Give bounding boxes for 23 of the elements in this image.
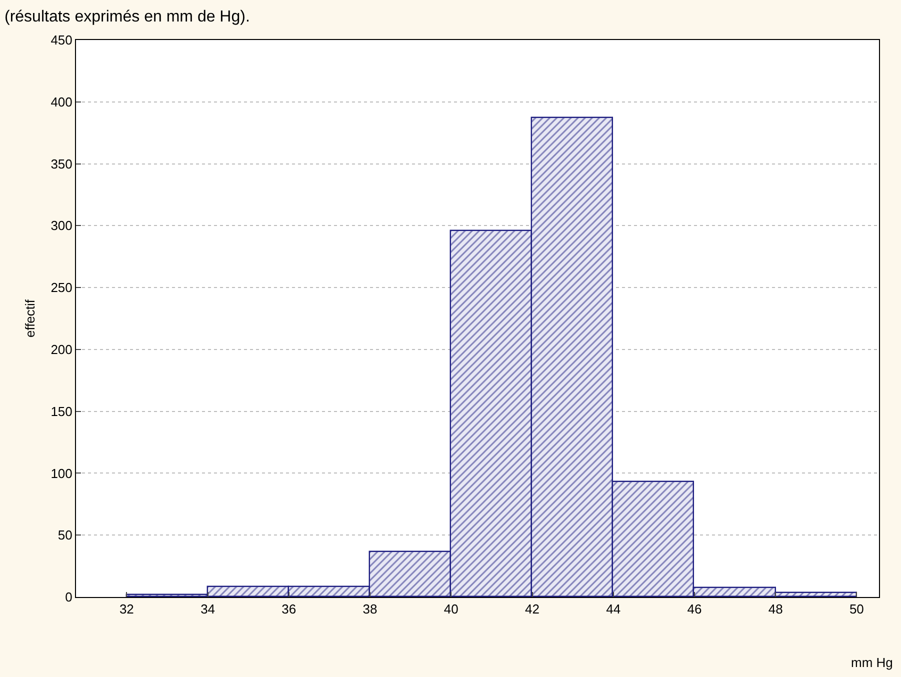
y-tick-label: 250 — [50, 280, 72, 296]
y-tick-label: 100 — [50, 466, 72, 481]
x-tick-label: 48 — [768, 602, 783, 617]
x-tick-label: 44 — [606, 602, 621, 617]
x-tick-label: 50 — [849, 602, 864, 617]
x-tick-label: 38 — [362, 602, 378, 617]
y-tick-label: 350 — [50, 156, 72, 172]
chart-title: (résultats exprimés en mm de Hg). — [4, 8, 250, 26]
x-tick-label: 34 — [200, 602, 216, 617]
y-tick-label: 150 — [50, 404, 72, 419]
x-tick-label: 40 — [444, 602, 458, 617]
x-tick-label: 32 — [119, 602, 134, 617]
y-tick-label: 0 — [65, 590, 72, 605]
y-tick-label: 450 — [50, 32, 72, 48]
y-tick-label: 300 — [50, 218, 72, 234]
x-tick-label: 42 — [525, 602, 540, 617]
x-tick-label: 36 — [282, 602, 296, 617]
y-axis-title: effectif — [22, 299, 38, 338]
y-tick-label: 200 — [50, 342, 72, 357]
x-axis-title: mm Hg — [851, 655, 893, 670]
y-tick-label: 50 — [58, 528, 72, 543]
x-tick-label: 46 — [687, 602, 702, 617]
y-tick-label: 400 — [50, 94, 72, 110]
